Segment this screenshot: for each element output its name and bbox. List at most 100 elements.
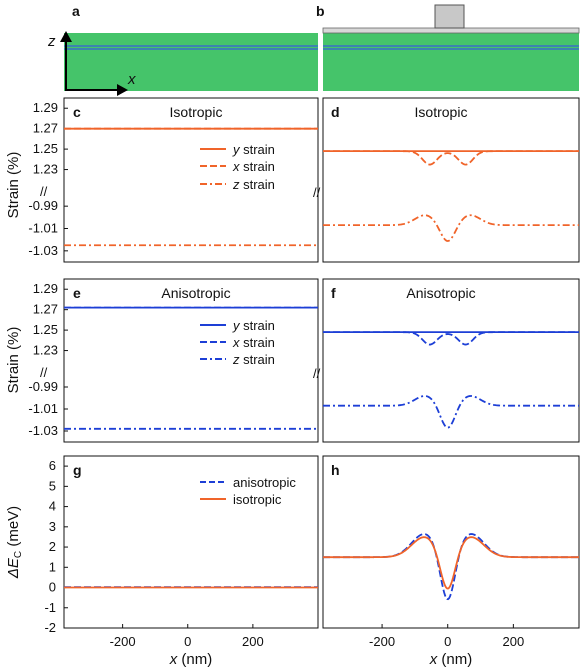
ytick-label-g-7: 5 [49,478,56,493]
panel-label-d: d [331,104,340,120]
series-f-z-strain [323,395,579,429]
energy-ylabel: ΔEC (meV) [5,506,24,579]
legend-e-x-var: x [232,335,240,350]
legend-c-y-text: y strain [232,142,275,157]
schematic-x-label: x [127,71,136,88]
series-d-z-strain [323,214,579,242]
legend-c-x-var: x [232,159,240,174]
tick-labels: 1.29 1.27 1.25 1.23 -0.99 -1.01 -1.03 1.29 1.27 1… [28,100,524,649]
series-h-anisotropic [323,533,579,601]
substrate-a [64,33,318,91]
series-f-x-strain [323,331,579,346]
z-arrow-head [60,31,72,42]
schematic-z-label: z [47,33,56,50]
legend-c-y-var: y [232,142,241,157]
xtick-label-h-0: -200 [369,634,395,649]
energy-ylabel-prefix: ΔE [5,557,22,579]
ytick-label-c-upper-0: 1.29 [33,100,58,115]
legend-e-z-var: z [232,352,240,367]
ytick-label-c-lower-1: -1.01 [28,221,58,236]
xtick-label-g-2: 200 [242,634,264,649]
legend-c-z-text: z strain [232,177,275,192]
panel-label-c: c [73,104,81,120]
substrate-b [323,33,579,91]
ytick-label-e-upper-2: 1.25 [33,322,58,337]
ytick-label-c-lower-0: -0.99 [28,198,58,213]
ytick-label-g-2: 0 [49,580,56,595]
xlabel-left-unit: (nm) [177,651,212,668]
legend-g: anisotropic isotropic [200,475,296,507]
xlabel-right-unit: (nm) [437,651,472,668]
xlabel-right-var: x [429,651,438,668]
legend-c-y-suffix: strain [240,142,275,157]
legend-c-x-text: x strain [232,159,275,174]
ytick-label-g-5: 3 [49,519,56,534]
x-arrow-head [117,84,128,96]
panel-label-b: b [316,3,325,19]
panel-label-f: f [331,285,336,301]
legend-e-y-suffix: strain [240,318,275,333]
schematic-a: z x [47,31,318,96]
xtick-label-h-1: 0 [444,634,451,649]
panel-d-title: Isotropic [415,104,468,120]
curves [64,127,579,601]
panel-e-title: Anisotropic [161,285,230,301]
panel-f-title: Anisotropic [406,285,475,301]
energy-ylabel-unit: (meV) [5,506,22,551]
xtick-label-g-0: -200 [110,634,136,649]
legend-e-y-var: y [232,318,241,333]
ytick-label-g-0: -2 [44,620,56,635]
strain-ylabel-middle: Strain (%) [5,327,22,394]
panel-label-e: e [73,285,81,301]
panel-c-title: Isotropic [170,104,223,120]
axis-break-f: // [313,366,321,381]
legend-c-z-suffix: strain [240,177,275,192]
panel-d-frame [322,97,580,263]
xlabel-left: x (nm) [169,651,213,668]
axis-break-d: // [313,185,321,200]
series-h-isotropic [323,536,579,590]
ytick-label-e-upper-0: 1.29 [33,281,58,296]
schematic-b [322,4,580,91]
legend-e-x-suffix: strain [240,335,275,350]
panel-label-h: h [331,462,340,478]
legend-c-x-suffix: strain [240,159,275,174]
ytick-label-g-8: 6 [49,458,56,473]
panel-e-frame [63,278,319,443]
axis-break-e: // [40,365,48,380]
energy-ylabel-sub: C [13,551,24,558]
ytick-label-g-4: 2 [49,539,56,554]
legend-e-y-text: y strain [232,318,275,333]
ytick-label-g-6: 4 [49,499,56,514]
panel-f-frame [322,278,580,443]
legend-e: y strain x strain z strain [200,318,275,367]
legend-e-x-text: x strain [232,335,275,350]
oxide-layer [322,27,580,34]
legend-c-z-var: z [232,177,240,192]
panel-label-a: a [72,3,80,19]
ytick-label-c-upper-1: 1.27 [33,121,58,136]
xlabel-right: x (nm) [429,651,473,668]
gate-electrode [434,4,465,29]
legend-e-z-suffix: strain [240,352,275,367]
xtick-label-g-1: 0 [184,634,191,649]
legend-c: y strain x strain z strain [200,142,275,192]
ytick-label-e-upper-1: 1.27 [33,302,58,317]
ytick-label-c-upper-3: 1.23 [33,162,58,177]
legend-g-aniso-text: anisotropic [233,475,296,490]
ytick-label-e-lower-2: -1.03 [28,423,58,438]
ytick-label-c-upper-2: 1.25 [33,141,58,156]
axis-break-c: // [40,184,48,199]
ytick-label-e-upper-3: 1.23 [33,343,58,358]
panel-g-frame [63,455,319,629]
ytick-label-e-lower-0: -0.99 [28,379,58,394]
legend-g-iso-text: isotropic [233,492,282,507]
ytick-label-g-1: -1 [44,600,56,615]
series-d-x-strain [323,150,579,166]
legend-e-z-text: z strain [232,352,275,367]
ytick-label-e-lower-1: -1.01 [28,401,58,416]
panel-label-g: g [73,462,82,478]
ytick-label-c-lower-2: -1.03 [28,243,58,258]
xtick-label-h-2: 200 [503,634,525,649]
